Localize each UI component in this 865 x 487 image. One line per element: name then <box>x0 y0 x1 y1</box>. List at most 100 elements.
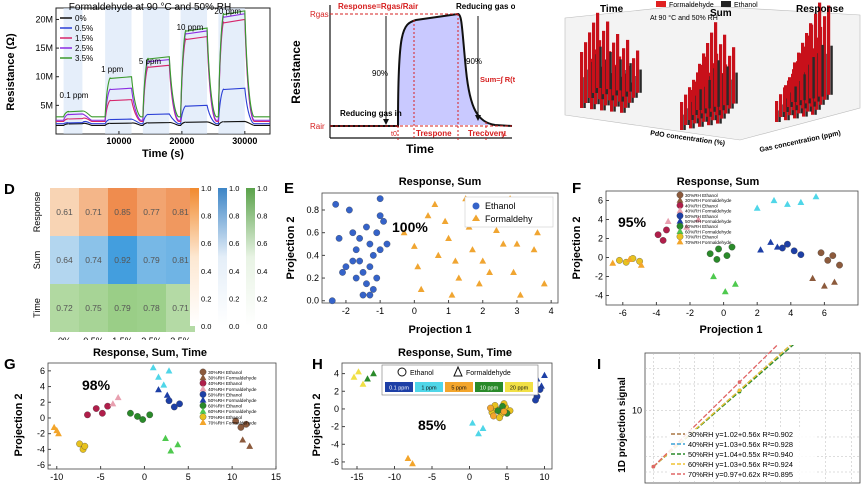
concentration-label: 5 ppm <box>139 57 162 66</box>
bar-formaldehyde <box>636 50 640 93</box>
data-point <box>366 291 374 299</box>
y-tick-label: -4 <box>595 291 603 301</box>
cell-value: 0.81 <box>172 255 189 265</box>
group-title-time: Time <box>600 4 624 15</box>
data-point <box>797 251 805 259</box>
row-label: Time <box>32 298 42 318</box>
data-point <box>753 204 761 211</box>
row-label: Response <box>32 192 42 233</box>
data-point <box>790 247 798 255</box>
x-tick-label: 10000 <box>106 136 131 146</box>
bar-formaldehyde <box>622 48 626 97</box>
legend-formaldehyde-marker <box>453 365 463 377</box>
y-tick-label: 0 <box>334 404 339 414</box>
y-tick-label: 2 <box>40 397 45 407</box>
legend-formaldehyde-label: Formaldehy <box>485 214 533 224</box>
chart-g-accuracy: 98% <box>82 377 111 393</box>
y-tick-label: 2 <box>334 386 339 396</box>
chart-f-svg: F Response, Sum -6 -4 -2 0 2 4 6 -4 -2 0 2 4 6 30%RH… <box>571 176 859 336</box>
data-point <box>50 423 58 430</box>
data-point <box>239 436 247 443</box>
colorbar-tick: 0.4 <box>229 267 239 276</box>
legend-marker <box>676 207 684 214</box>
data-point <box>723 252 731 259</box>
panel-letter-h: H <box>312 356 323 373</box>
legend-marker <box>676 196 684 203</box>
panel-e: E Response, Sum -2 -1 0 1 2 3 4 0.0 0.2 0.4 0.6 0.8… <box>280 175 565 340</box>
chart-g-frame <box>47 362 277 470</box>
data-point <box>659 237 667 244</box>
concentration-swatch <box>415 382 443 392</box>
data-point <box>721 288 729 295</box>
t1-label: t1 <box>501 131 507 138</box>
bar-ethanol <box>708 79 711 109</box>
cell-value: 0.71 <box>85 207 102 217</box>
bar-ethanol <box>803 74 806 101</box>
heatmap-cell <box>108 284 137 332</box>
x-tick-label: 5 <box>186 472 191 482</box>
colorbar-tick: 0.4 <box>257 267 267 276</box>
panel-letter-f: F <box>572 180 581 197</box>
y-tick-label: 20M <box>35 14 53 24</box>
bar-formaldehyde <box>796 61 800 106</box>
pct-90-right: 90% <box>466 57 482 66</box>
data-point <box>809 274 817 281</box>
bar-ethanol <box>699 89 702 110</box>
legend-label: 60%RH Ethanol <box>685 224 718 229</box>
data-point <box>246 442 254 449</box>
chart-d-svg: D Response 0.61 0.71 0.85 0.77 0.81 Sum 0.64 0.7… <box>4 181 267 340</box>
x-tick-label: 6 <box>822 308 827 318</box>
y-tick-label: 0.2 <box>306 273 319 283</box>
data-point <box>165 367 173 374</box>
panel-letter-e: E <box>284 180 294 197</box>
panel-letter-i: I <box>597 356 601 373</box>
bar-formaldehyde <box>823 16 827 100</box>
data-point <box>824 257 832 264</box>
data-point <box>448 291 456 298</box>
legend-label: 40%RH Ethanol <box>208 381 242 387</box>
data-point <box>356 235 363 242</box>
data-point <box>363 223 370 231</box>
chart-f-accuracy: 95% <box>618 214 647 230</box>
data-point <box>92 405 100 412</box>
colorbar-tick: 0.8 <box>201 212 211 221</box>
data-point <box>500 408 508 415</box>
bar-formaldehyde <box>814 13 818 102</box>
bar-formaldehyde <box>580 52 584 108</box>
legend-label: 50%RH Ethanol <box>208 392 242 398</box>
legend-label: 40%RH Formaldehyde <box>208 387 257 393</box>
series-line <box>56 120 270 126</box>
group-title-sum: Sum <box>710 8 732 19</box>
data-point <box>366 240 374 248</box>
concentration-label: 0.1 ppm <box>60 91 89 100</box>
data-point <box>165 397 173 405</box>
legend-label: 30%RH Formaldehyde <box>208 376 257 382</box>
y-tick-label: -4 <box>37 444 45 454</box>
fit-point <box>651 464 656 469</box>
data-point <box>431 200 439 207</box>
data-point <box>414 263 422 270</box>
x-tick-label: -4 <box>652 308 660 318</box>
data-point <box>797 198 805 205</box>
cell-value: 0.85 <box>114 207 131 217</box>
legend-label: 50%RH Ethanol <box>685 214 718 219</box>
data-point <box>654 231 662 239</box>
chart-g-ylabel: Projection 2 <box>13 394 25 457</box>
data-point <box>731 280 739 287</box>
rgas-label: Rgas <box>310 10 329 19</box>
legend-marker <box>676 217 684 224</box>
legend-label: 30%RH Formaldehyde <box>685 198 732 203</box>
data-point <box>532 396 539 404</box>
chart-i-ylabel: 1D projection signal <box>617 377 628 473</box>
bar-formaldehyde <box>602 30 606 95</box>
colorbar-tick: 0.8 <box>257 212 267 221</box>
data-point <box>155 373 162 380</box>
fit-equation: 50%RH y=1.04+0.55x R²=0.940 <box>688 450 793 459</box>
response-equation: Response=Rgas/Rair <box>338 2 418 11</box>
data-point <box>346 206 353 214</box>
data-point <box>383 240 391 248</box>
x-tick-label: 5 <box>504 472 509 482</box>
x-tick-label: 0 <box>467 472 472 482</box>
data-point <box>163 391 171 398</box>
data-point <box>53 426 61 434</box>
